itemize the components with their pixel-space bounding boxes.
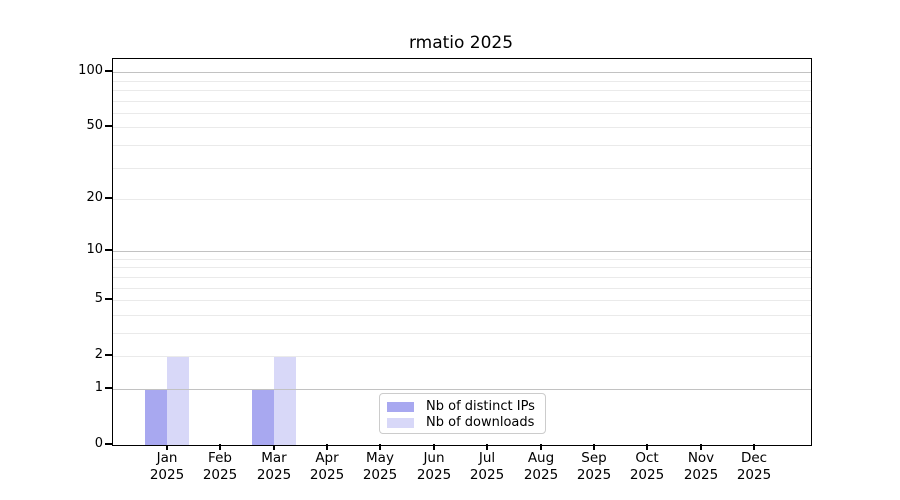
x-tick-label-nov: Nov 2025 [669,450,733,483]
x-tick-label-month: Jan [156,450,178,466]
y-tick-0 [105,443,112,445]
x-tick-label-year: 2025 [683,466,719,483]
y-tick-label-1: 1 [94,380,103,395]
x-tick-label-year: 2025 [629,466,665,483]
y-tick-10 [105,249,112,251]
x-tick-label-year: 2025 [736,466,772,483]
x-tick-label-month: Sep [581,450,607,466]
x-tick-sep [593,444,595,450]
x-tick-label-year: 2025 [149,466,185,483]
x-tick-label-year: 2025 [576,466,612,483]
y-tick-label-2: 2 [94,347,103,362]
x-tick-label-jul: Jul 2025 [455,450,519,483]
legend-item-downloads: Nb of downloads [387,415,545,430]
y-tick-label-5: 5 [94,291,103,306]
y-tick-1 [105,387,112,389]
bars-layer [113,59,811,445]
legend-label-downloads: Nb of downloads [426,415,535,430]
x-tick-nov [700,444,702,450]
y-tick-label-50: 50 [86,118,103,133]
y-tick-label-100: 100 [78,63,103,78]
x-tick-label-jan: Jan 2025 [135,450,199,483]
x-tick-label-year: 2025 [202,466,238,483]
bar-nb-of-distinct-ips-mar [252,389,274,445]
x-tick-label-year: 2025 [309,466,345,483]
chart-title: rmatio 2025 [408,33,514,53]
x-tick-oct [646,444,648,450]
bar-nb-of-downloads-mar [274,356,296,445]
x-tick-label-month: Oct [635,450,659,466]
y-tick-5 [105,298,112,300]
x-tick-apr [326,444,328,450]
x-tick-feb [219,444,221,450]
y-tick-50 [105,125,112,127]
x-tick-label-dec: Dec 2025 [722,450,786,483]
x-tick-label-sep: Sep 2025 [562,450,626,483]
x-tick-label-year: 2025 [416,466,452,483]
x-tick-label-year: 2025 [362,466,398,483]
legend-item-distinct-ips: Nb of distinct IPs [387,399,545,414]
x-tick-jun [433,444,435,450]
y-tick-100 [105,70,112,72]
y-tick-2 [105,354,112,356]
x-tick-dec [753,444,755,450]
x-tick-label-month: Mar [261,450,287,466]
x-tick-label-oct: Oct 2025 [615,450,679,483]
x-tick-label-may: May 2025 [348,450,412,483]
x-tick-label-month: Aug [527,450,555,466]
bar-nb-of-downloads-jan [167,356,189,445]
legend-swatch-downloads [387,417,414,428]
legend-label-distinct-ips: Nb of distinct IPs [426,399,535,414]
x-tick-label-month: May [366,450,394,466]
x-tick-label-month: Jul [478,450,496,466]
plot-area: Nb of distinct IPs Nb of downloads [112,58,812,446]
y-tick-label-10: 10 [86,242,103,257]
x-tick-label-jun: Jun 2025 [402,450,466,483]
bar-nb-of-distinct-ips-jan [145,389,167,445]
x-tick-mar [273,444,275,450]
y-tick-label-20: 20 [86,190,103,205]
x-tick-label-feb: Feb 2025 [188,450,252,483]
x-tick-label-month: Feb [208,450,232,466]
legend: Nb of distinct IPs Nb of downloads [379,393,546,434]
x-tick-label-apr: Apr 2025 [295,450,359,483]
x-tick-label-month: Dec [740,450,768,466]
x-tick-label-mar: Mar 2025 [242,450,306,483]
x-tick-label-month: Apr [315,450,339,466]
x-tick-aug [540,444,542,450]
x-tick-label-month: Jun [423,450,445,466]
y-tick-label-0: 0 [94,436,103,451]
x-tick-may [379,444,381,450]
y-tick-20 [105,197,112,199]
x-tick-label-year: 2025 [523,466,559,483]
x-tick-label-year: 2025 [256,466,292,483]
legend-swatch-distinct-ips [387,401,414,412]
x-tick-jan [166,444,168,450]
x-tick-label-month: Nov [687,450,715,466]
x-tick-label-aug: Aug 2025 [509,450,573,483]
x-tick-jul [486,444,488,450]
x-tick-label-year: 2025 [469,466,505,483]
